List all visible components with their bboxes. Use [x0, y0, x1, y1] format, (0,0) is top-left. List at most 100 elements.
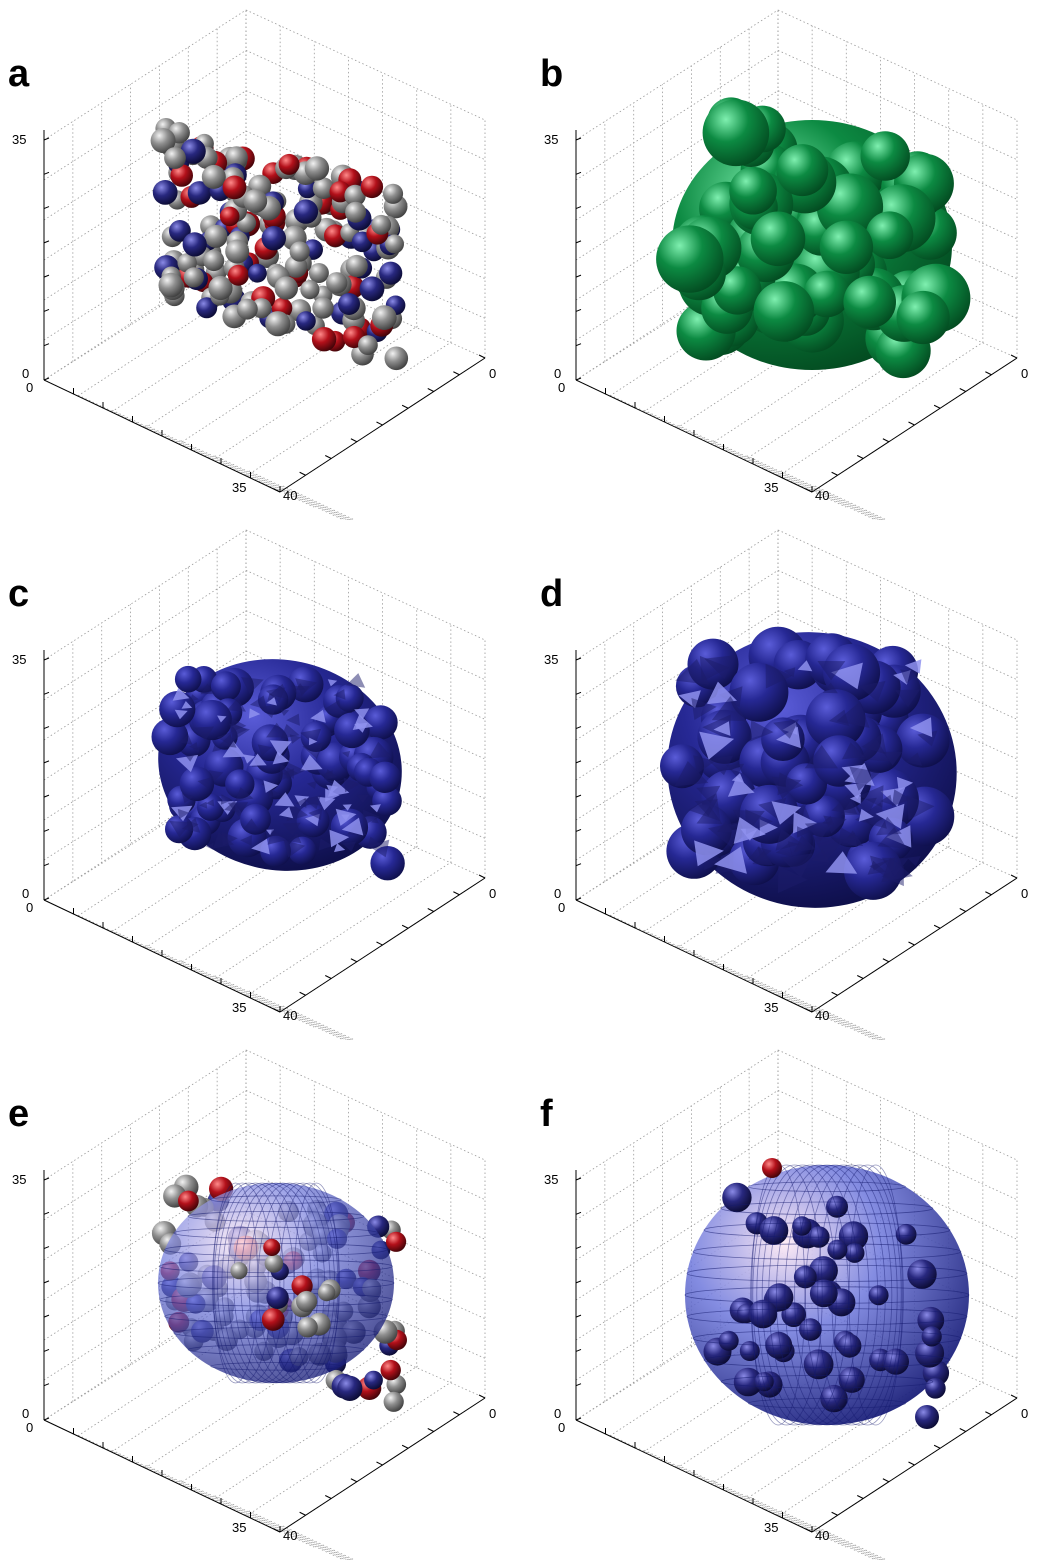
atom-sphere: [297, 1317, 318, 1338]
atom-sphere: [300, 280, 320, 300]
tick-y-end: 40: [283, 1008, 297, 1023]
atom-sphere: [337, 1375, 363, 1401]
panel-a: 35 0 0 35 40 0 a: [0, 0, 532, 520]
atom-sphere: [382, 183, 404, 204]
atom-sphere: [360, 175, 384, 199]
atom-sphere: [326, 272, 348, 294]
atom-sphere: [187, 181, 212, 205]
tick-z-top: 35: [12, 132, 26, 147]
tick-y-end: 40: [283, 488, 297, 503]
atom-sphere: [178, 1190, 199, 1212]
tick-origin: 0: [26, 900, 33, 915]
atom-sphere: [385, 234, 404, 254]
tick-origin: 0: [558, 900, 565, 915]
atom-sphere: [312, 177, 335, 199]
atom-sphere: [266, 1286, 289, 1309]
atom-sphere: [289, 241, 310, 262]
panel-label: a: [8, 53, 30, 95]
sphere-mesh: [684, 1164, 970, 1426]
atom-sphere: [224, 146, 248, 170]
atom-sphere: [344, 184, 366, 207]
atom-sphere: [203, 250, 225, 272]
atom-sphere: [263, 1238, 281, 1256]
atom-sphere: [293, 199, 319, 224]
atom-sphere: [261, 1308, 285, 1331]
tick-y-end: 40: [815, 1008, 829, 1023]
panel-label: c: [8, 573, 29, 615]
atom-sphere: [383, 1391, 404, 1412]
panel-e: 35 0 0 35 40 0 e: [0, 1040, 532, 1560]
tick-z-bottom: 0: [22, 1406, 29, 1421]
atom-sphere: [371, 214, 392, 235]
atom-sphere: [278, 153, 300, 175]
panel-f: 35 0 0 35 40 0 f: [532, 1040, 1064, 1560]
tick-y-start: 0: [489, 886, 496, 901]
tick-origin: 0: [558, 1420, 565, 1435]
atom-sphere: [296, 311, 316, 331]
panel-label: d: [540, 573, 563, 615]
atom-sphere: [222, 175, 247, 200]
atom-sphere: [308, 263, 329, 283]
atom-sphere: [317, 1283, 336, 1302]
atom-sphere: [345, 254, 368, 278]
tick-x-end: 35: [232, 1520, 246, 1535]
panel-c: 35 0 0 35 40 0 c: [0, 520, 532, 1040]
tick-z-top: 35: [12, 1172, 26, 1187]
atom-sphere: [379, 261, 403, 285]
panel-label: b: [540, 53, 563, 95]
atom-sphere: [164, 147, 186, 169]
atom-sphere: [236, 298, 258, 320]
atom-sphere: [201, 164, 226, 189]
atom-sphere: [304, 156, 330, 181]
atom-sphere: [227, 264, 249, 286]
atom-sphere: [208, 275, 233, 301]
atom-sphere: [311, 327, 337, 352]
atom-sphere: [264, 1254, 284, 1273]
atom-sphere: [384, 346, 409, 371]
axes-box: [43, 9, 486, 520]
axes-box: [575, 9, 1018, 520]
atom-sphere: [219, 206, 240, 227]
tick-y-start: 0: [1021, 886, 1028, 901]
tick-x-end: 35: [764, 480, 778, 495]
atom-sphere: [243, 189, 268, 213]
atom-sphere: [380, 1359, 401, 1381]
tick-x-end: 35: [764, 1000, 778, 1015]
tick-z-bottom: 0: [554, 366, 561, 381]
tick-z-bottom: 0: [22, 366, 29, 381]
atom-sphere: [182, 232, 207, 257]
atom-sphere: [152, 180, 178, 205]
tick-z-bottom: 0: [554, 1406, 561, 1421]
tick-x-end: 35: [232, 1000, 246, 1015]
atom-sphere: [261, 226, 286, 251]
tick-origin: 0: [558, 380, 565, 395]
tick-y-start: 0: [1021, 366, 1028, 381]
atom-sphere: [204, 224, 228, 248]
atom-spheres: [150, 118, 409, 371]
tick-y-start: 0: [1021, 1406, 1028, 1421]
tick-y-start: 0: [489, 1406, 496, 1421]
tick-z-top: 35: [544, 132, 558, 147]
tick-origin: 0: [26, 1420, 33, 1435]
tick-y-start: 0: [489, 366, 496, 381]
tick-x-end: 35: [764, 1520, 778, 1535]
atom-sphere: [338, 293, 360, 315]
tick-y-end: 40: [283, 1528, 297, 1543]
atom-sphere: [150, 128, 176, 154]
tick-z-bottom: 0: [554, 886, 561, 901]
tick-y-end: 40: [815, 488, 829, 503]
atom-sphere: [364, 1370, 383, 1390]
tick-z-bottom: 0: [22, 886, 29, 901]
ellipsoid-surface: [158, 1183, 394, 1383]
tick-origin: 0: [26, 380, 33, 395]
atom-sphere: [170, 164, 193, 187]
atom-sphere: [274, 276, 298, 300]
panel-b: 35 0 0 35 40 0 b: [532, 0, 1064, 520]
tick-z-top: 35: [544, 1172, 558, 1187]
atom-sphere: [296, 1290, 318, 1313]
